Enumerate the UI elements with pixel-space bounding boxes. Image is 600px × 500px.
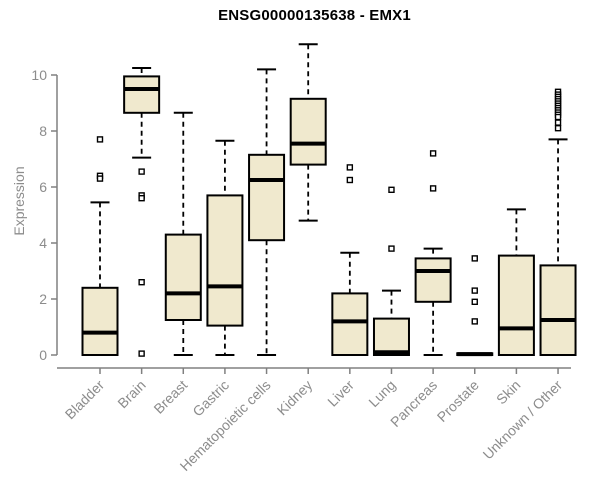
boxplot-liver	[331, 164, 369, 356]
outlier-point-liver	[346, 176, 354, 184]
x-category-label-unknown-other: Unknown / Other	[480, 377, 566, 463]
outlier-point-unknown-other	[554, 119, 562, 126]
box-unknown-other	[539, 264, 577, 356]
outlier-point-brain	[138, 279, 145, 286]
x-category-label-prostate: Prostate	[434, 377, 482, 425]
outlier-point-liver	[346, 164, 354, 171]
outlier-point-brain	[138, 350, 145, 357]
chart-title: ENSG00000135638 - EMX1	[218, 7, 411, 24]
box-hematopoietic-cells	[248, 153, 286, 242]
boxplot-skin	[497, 208, 535, 357]
outlier-point-bladder	[96, 175, 104, 182]
y-tick-label: 2	[39, 291, 47, 307]
outlier-point-bladder	[96, 136, 104, 143]
outlier-point-unknown-other	[554, 113, 562, 121]
outlier-point-prostate	[471, 298, 478, 305]
box-bladder	[81, 286, 119, 356]
box-lung	[372, 317, 410, 357]
box-brain	[123, 75, 161, 114]
boxplot-brain	[123, 67, 161, 357]
x-category-label-breast: Breast	[150, 377, 190, 417]
boxplot-bladder	[81, 136, 119, 356]
x-category-label-liver: Liver	[324, 377, 357, 410]
outlier-point-lung	[388, 186, 395, 194]
y-tick-label: 8	[39, 123, 47, 139]
x-category-label-bladder: Bladder	[62, 377, 108, 423]
outlier-point-prostate	[471, 287, 478, 294]
box-gastric	[206, 194, 244, 327]
outlier-point-lung	[388, 245, 395, 252]
outlier-point-prostate	[471, 318, 478, 325]
x-category-label-skin: Skin	[493, 377, 524, 408]
x-category-label-brain: Brain	[114, 377, 148, 411]
y-tick-label: 4	[39, 235, 47, 251]
boxplot-unknown-other	[539, 88, 577, 356]
box-skin	[497, 254, 535, 357]
boxplot-hematopoietic-cells	[248, 68, 286, 356]
outlier-point-brain	[138, 168, 145, 175]
x-category-label-lung: Lung	[365, 377, 398, 410]
y-tick-label: 6	[39, 179, 47, 195]
boxplot-kidney	[289, 43, 327, 222]
boxplot-prostate	[456, 255, 494, 357]
outlier-point-pancreas	[429, 150, 437, 157]
boxplot-lung	[372, 186, 410, 357]
outlier-point-brain	[138, 194, 145, 202]
outlier-point-prostate	[471, 255, 478, 262]
box-pancreas	[414, 257, 452, 303]
box-liver	[331, 292, 369, 356]
y-tick-label: 10	[31, 67, 47, 83]
y-tick-label: 0	[39, 347, 47, 363]
boxplot-breast	[164, 111, 202, 356]
box-breast	[164, 233, 202, 322]
boxplot-pancreas	[414, 150, 452, 356]
box-kidney	[289, 97, 327, 166]
x-category-label-kidney: Kidney	[274, 377, 316, 419]
outlier-point-pancreas	[429, 185, 437, 192]
outlier-point-unknown-other	[554, 124, 562, 132]
boxplot-gastric	[206, 139, 244, 356]
